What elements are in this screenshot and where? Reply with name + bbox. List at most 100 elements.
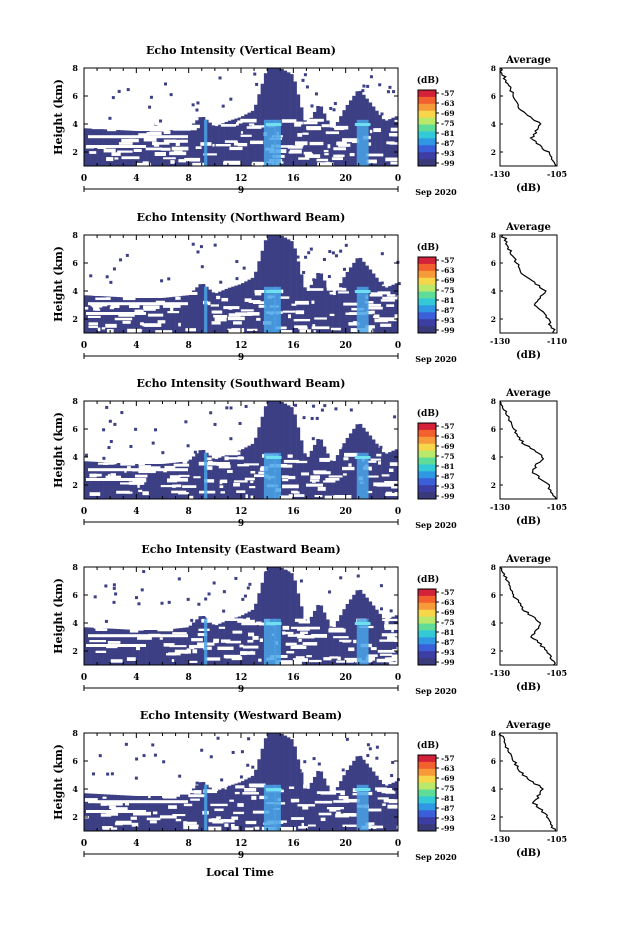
echo-speck (315, 416, 319, 420)
echo-column (165, 795, 170, 831)
echo-streaks (204, 452, 371, 499)
echo-speck (240, 750, 244, 754)
colorbar-swatch (418, 152, 436, 160)
echo-gap (291, 626, 309, 630)
echo-gap (294, 123, 302, 127)
echo-column (116, 629, 121, 665)
echo-gap (339, 639, 352, 642)
echo-gap (259, 638, 263, 642)
echo-speck (134, 596, 138, 600)
colorbar-unit: (dB) (417, 408, 439, 419)
echo-gap (250, 471, 256, 474)
panel-title: Echo Intensity (Westward Beam) (140, 709, 342, 722)
colorbar-tick-label: -63 (441, 432, 455, 441)
echo-speck (267, 600, 271, 604)
echo-gap (166, 653, 177, 656)
echo-speck (213, 243, 217, 247)
colorbar-swatch (418, 159, 436, 167)
y-tick-label: 8 (72, 562, 78, 572)
average-x-tick-label: -130 (490, 336, 510, 346)
echo-column (345, 603, 350, 665)
echo-speck (104, 584, 108, 588)
colorbar-swatch (418, 803, 436, 811)
echo-column (257, 261, 261, 333)
echo-column (339, 283, 343, 333)
echo-column (270, 401, 275, 499)
echo-column (175, 794, 180, 831)
echo-gap (309, 141, 324, 146)
echo-speck (235, 277, 239, 281)
echo-gap (308, 824, 316, 827)
echo-column (155, 630, 160, 665)
echo-column (129, 795, 134, 831)
echo-speck (379, 445, 383, 449)
echo-column (247, 445, 252, 499)
echo-gap (243, 463, 259, 466)
average-y-tick-label: 4 (491, 619, 496, 628)
echo-gap (103, 462, 109, 465)
echo-speck (392, 90, 396, 94)
echo-gap (250, 140, 264, 145)
echo-column (250, 277, 255, 333)
echo-gap (148, 466, 161, 471)
echo-gap (277, 145, 294, 148)
echo-gap (341, 287, 347, 291)
echo-gap (249, 123, 255, 126)
echo-gap (395, 659, 398, 664)
echo-streaks (204, 618, 371, 665)
average-title: Average (505, 388, 551, 399)
echo-streak (356, 452, 369, 499)
colorbar-swatch (418, 471, 436, 479)
echo-column (348, 100, 353, 166)
echo-speck (354, 271, 358, 275)
echo-gap (133, 148, 142, 152)
echo-column (178, 296, 183, 333)
echo-gap (278, 495, 293, 500)
echo-gap (148, 795, 151, 799)
echo-gap (368, 142, 372, 146)
colorbar-swatch (418, 443, 436, 452)
y-tick-label: 4 (72, 452, 78, 462)
echo-speck (107, 446, 111, 450)
echo-streak (274, 119, 281, 166)
echo-gap (118, 620, 135, 625)
echo-column (290, 573, 294, 665)
echo-speck (347, 117, 351, 121)
echo-gap (167, 311, 180, 314)
echo-speck (317, 762, 321, 766)
echo-gap (173, 453, 181, 456)
echo-column (263, 738, 268, 831)
echo-speck (195, 781, 199, 785)
average-x-label: (dB) (516, 682, 541, 693)
echo-gap (113, 808, 118, 811)
echo-gap (192, 162, 205, 166)
echo-column (84, 128, 88, 166)
echo-gap (308, 659, 322, 663)
echo-gap (136, 627, 144, 631)
echo-gap (246, 328, 258, 331)
echo-speck (390, 774, 394, 778)
y-tick-label: 6 (72, 91, 78, 101)
echo-speck (149, 95, 153, 99)
echo-speck (239, 775, 243, 779)
echo-column (250, 110, 255, 166)
echo-column (175, 296, 180, 333)
echo-gap (190, 798, 200, 801)
echo-gap (252, 810, 270, 814)
echo-speck (106, 772, 110, 776)
echo-speck (134, 776, 138, 780)
echo-column (381, 119, 386, 166)
echo-gap (250, 480, 254, 484)
echo-gap (225, 640, 241, 644)
echo-gap (307, 288, 324, 291)
average-y-tick-label: 6 (491, 259, 496, 268)
colorbar-tick-label: -81 (441, 296, 455, 305)
echo-speck (200, 265, 204, 269)
echo-speck (356, 574, 360, 578)
echo-speck (342, 267, 346, 271)
echo-gap (211, 321, 221, 325)
colorbar-tick-label: -75 (441, 784, 455, 793)
echo-column (267, 235, 271, 333)
echo-speck (271, 422, 275, 426)
echo-gap (224, 456, 229, 461)
